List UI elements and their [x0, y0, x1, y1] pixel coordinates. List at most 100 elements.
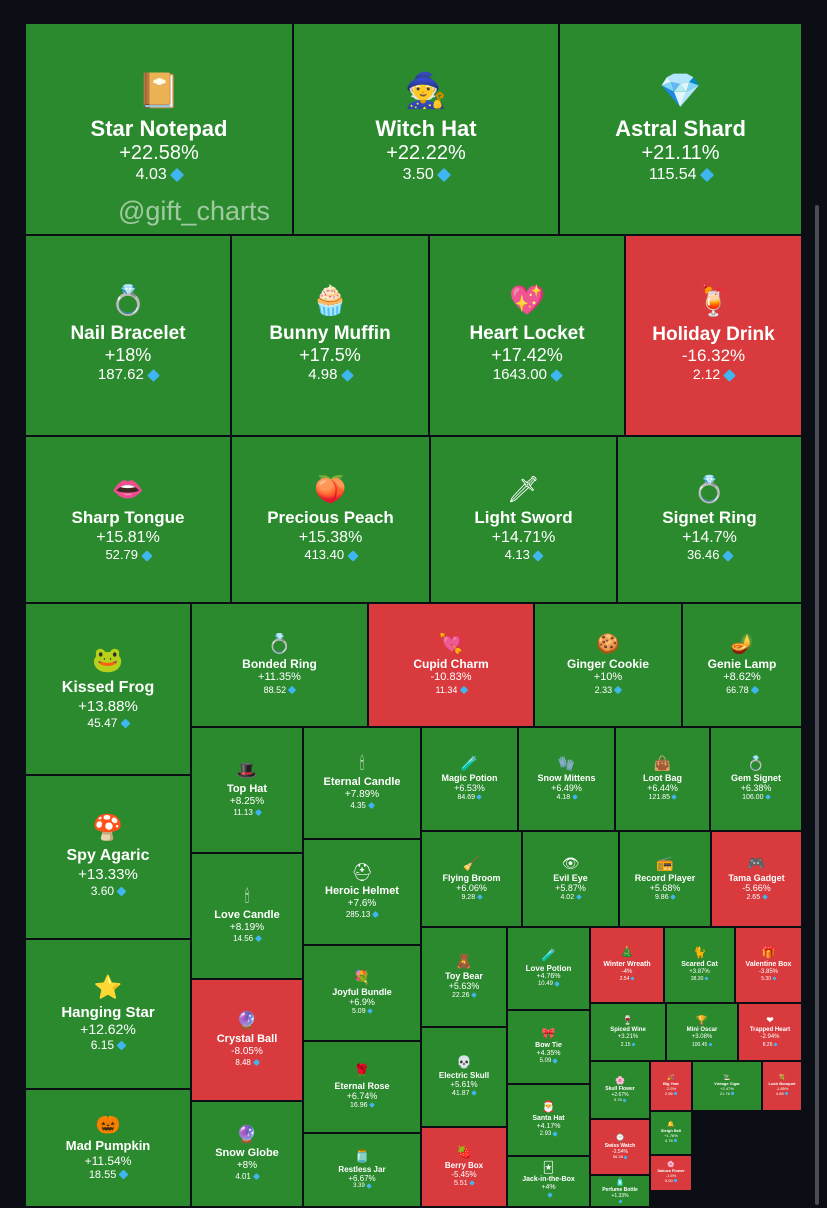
tile-love-potion[interactable]: 🧪 Love Potion +4.76% 10.49 [506, 926, 591, 1011]
tile-holiday-drink[interactable]: 🍹 Holiday Drink -16.32% 2.12 [624, 234, 803, 437]
tile-gem-signet[interactable]: 💍 Gem Signet +6.38% 106.00 [709, 726, 803, 832]
sharp-tongue-icon: 👄 [111, 474, 145, 505]
tile-price-value: 2.56 [664, 1090, 673, 1096]
tile-price: 2.54 [620, 976, 635, 982]
tile-tama-gadget[interactable]: 🎮 Tama Gadget -5.66% 2.65 [710, 830, 803, 928]
light-sword-icon: 🗡 [506, 474, 540, 505]
tile-price: 106.00 [742, 793, 771, 802]
tile-flying-broom[interactable]: 🧹 Flying Broom +6.06% 9.28 [420, 830, 523, 928]
tile-price: 115.54 [649, 165, 715, 184]
tile-electric-skull[interactable]: 💀 Electric Skull +5.61% 41.87 [420, 1026, 508, 1128]
tile-joyful-bundle[interactable]: 💐 Joyful Bundle +6.9% 5.09 [302, 944, 422, 1042]
tile-change: +8.19% [229, 922, 265, 934]
tile-scared-cat[interactable]: 🐈 Scared Cat +3.87% 38.30 [663, 926, 736, 1004]
tile-change: -8.05% [231, 1046, 263, 1058]
tile-name: Cupid Charm [413, 656, 489, 671]
tile-spiced-wine[interactable]: 🍷 Spiced Wine +3.21% 2.15 [589, 1002, 667, 1062]
tile-berry-box[interactable]: 🍓 Berry Box -5.45% 5.51 [420, 1126, 508, 1208]
tile-price-value: 38.30 [690, 976, 704, 983]
tile-spy-agaric[interactable]: 🍄 Spy Agaric +13.33% 3.60 [24, 774, 192, 940]
tile-perfume-bottle[interactable]: 🧴 Perfume Bottle +1.33% [589, 1174, 651, 1208]
tile-change: +5.68% [649, 883, 681, 894]
tile-price: 4.18 [556, 794, 578, 802]
tile-heart-locket[interactable]: 💖 Heart Locket +17.42% 1643.00 [428, 234, 626, 437]
tile-change: +6.44% [647, 783, 678, 794]
tile-name: Jack-in-the-Box [522, 1176, 575, 1184]
tile-mini-oscar[interactable]: 🏆 Mini Oscar +3.08% 100.45 [665, 1002, 739, 1062]
tile-witch-hat[interactable]: 🧙 Witch Hat +22.22% 3.50 [292, 22, 560, 236]
tile-evil-eye[interactable]: 👁 Evil Eye +5.87% 4.02 [521, 830, 620, 928]
tile-mad-pumpkin[interactable]: 🎃 Mad Pumpkin +11.54% 18.55 [24, 1088, 192, 1208]
tile-price-value: 4.65 [775, 1090, 784, 1096]
tile-restless-jar[interactable]: 🫙 Restless Jar +6.67% 3.39 [302, 1132, 422, 1208]
tile-heroic-helmet[interactable]: ⛑ Heroic Helmet +7.6% 285.13 [302, 838, 422, 946]
tile-love-candle[interactable]: 🕯 Love Candle +8.19% 14.56 [190, 852, 304, 980]
tile-price: 413.40 [304, 547, 359, 563]
tile-price-value: 52.79 [105, 547, 138, 563]
tile-top-hat[interactable]: 🎩 Top Hat +8.25% 11.13 [190, 726, 304, 854]
tile-price-value: 4.03 [135, 166, 167, 184]
tile-magic-potion[interactable]: 🧪 Magic Potion +6.53% 84.69 [420, 726, 519, 832]
tile-astral-shard[interactable]: 💎 Astral Shard +21.11% 115.54 [558, 22, 803, 236]
tile-eternal-rose[interactable]: 🌹 Eternal Rose +6.74% 16.96 [302, 1040, 422, 1134]
mad-pumpkin-icon: 🎃 [95, 1113, 121, 1136]
precious-peach-icon: 🍑 [314, 474, 347, 505]
tile-kissed-frog[interactable]: 🐸 Kissed Frog +13.88% 45.47 [24, 602, 192, 776]
tile-price-value: 5.78 [613, 1097, 622, 1103]
tile-light-sword[interactable]: 🗡 Light Sword +14.71% 4.13 [429, 435, 618, 604]
tile-big-year[interactable]: 🎉 Big Year -2.5% 2.56 [649, 1060, 693, 1112]
diamond-icon [618, 1199, 623, 1204]
winter-wreath-icon: 🎄 [620, 946, 634, 959]
tile-valentine-box[interactable]: 🎁 Valentine Box -3.85% 5.30 [734, 926, 803, 1004]
tile-change: +2.47% [720, 1086, 734, 1091]
tile-precious-peach[interactable]: 🍑 Precious Peach +15.38% 413.40 [230, 435, 431, 604]
tile-price: 5.51 [454, 1180, 475, 1188]
tile-record-player[interactable]: 📻 Record Player +5.68% 9.86 [618, 830, 712, 928]
tile-price: 2.15 [621, 1042, 636, 1048]
tile-price-value: 106.00 [742, 793, 764, 801]
santa-hat-icon: 🎅 [541, 1100, 556, 1113]
tile-sleigh-bell[interactable]: 🔔 Sleigh Bell +1.76% 4.76 [649, 1110, 693, 1156]
tile-bow-tie[interactable]: 🎀 Bow Tie +4.35% 5.09 [506, 1009, 591, 1085]
tile-cupid-charm[interactable]: 💘 Cupid Charm -10.83% 11.34 [367, 602, 535, 728]
tile-price-value: 14.56 [233, 934, 254, 944]
tile-jack-in-the-box[interactable]: 🃏 Jack-in-the-Box +4% [506, 1155, 591, 1208]
tile-sharp-tongue[interactable]: 👄 Sharp Tongue +15.81% 52.79 [24, 435, 232, 604]
tile-price [545, 1192, 553, 1200]
tile-change: +4.17% [536, 1122, 561, 1130]
scrollbar[interactable] [815, 205, 819, 1205]
diamond-icon [673, 1138, 678, 1143]
tile-price-value: 8.48 [235, 1058, 251, 1068]
tile-snow-mittens[interactable]: 🧤 Snow Mittens +6.49% 4.18 [517, 726, 616, 832]
tile-winter-wreath[interactable]: 🎄 Winter Wreath -4% 2.54 [589, 926, 665, 1004]
tile-price-value: 45.47 [87, 715, 118, 730]
tile-toy-bear[interactable]: 🧸 Toy Bear +5.63% 22.26 [420, 926, 508, 1028]
diamond-icon [372, 911, 380, 919]
tile-skull-flower[interactable]: 🌸 Skull Flower +2.67% 5.78 [589, 1060, 651, 1120]
tile-lush-bouquet[interactable]: 💐 Lush Bouquet -1.85% 4.65 [761, 1060, 803, 1112]
diamond-icon [623, 1155, 628, 1160]
tile-genie-lamp[interactable]: 🪔 Genie Lamp +8.62% 66.78 [681, 602, 803, 728]
tile-price: 16.96 [350, 1102, 375, 1110]
tile-bunny-muffin[interactable]: 🧁 Bunny Muffin +17.5% 4.98 [230, 234, 430, 437]
tile-snow-globe[interactable]: 🔮 Snow Globe +8% 4.01 [190, 1100, 304, 1208]
tile-name: Star Notepad [90, 115, 228, 141]
tile-swiss-watch[interactable]: ⌚ Swiss Watch -2.54% 56.28 [589, 1118, 651, 1176]
tile-loot-bag[interactable]: 👜 Loot Bag +6.44% 121.85 [614, 726, 711, 832]
tile-hanging-star[interactable]: ⭐ Hanging Star +12.62% 6.15 [24, 938, 192, 1090]
tile-ginger-cookie[interactable]: 🍪 Ginger Cookie +10% 2.33 [533, 602, 683, 728]
tile-santa-hat[interactable]: 🎅 Santa Hat +4.17% 2.93 [506, 1083, 591, 1157]
tile-change: +4.76% [536, 972, 561, 980]
tile-change: -2.54% [612, 1149, 628, 1156]
tile-vintage-cigar[interactable]: 🚬 Vintage Cigar +2.47% 21.76 [691, 1060, 763, 1112]
tile-eternal-candle[interactable]: 🕯 Eternal Candle +7.89% 4.35 [302, 726, 422, 840]
tile-nail-bracelet[interactable]: 💍 Nail Bracelet +18% 187.62 [24, 234, 232, 437]
tile-name: Perfume Bottle [602, 1186, 638, 1193]
tile-crystal-ball[interactable]: 🔮 Crystal Ball -8.05% 8.48 [190, 978, 304, 1102]
tile-sakura-flower[interactable]: 🌸 Sakura Flower -1.6% 5.00 [649, 1154, 693, 1192]
tile-star-notepad[interactable]: 📔 Star Notepad +22.58% 4.03 [24, 22, 294, 236]
tile-bonded-ring[interactable]: 💍 Bonded Ring +11.35% 88.52 [190, 602, 369, 728]
tile-signet-ring[interactable]: 💍 Signet Ring +14.7% 36.46 [616, 435, 803, 604]
skull-flower-icon: 🌸 [615, 1075, 625, 1085]
tile-trapped-heart[interactable]: ❤ Trapped Heart -2.94% 8.26 [737, 1002, 803, 1062]
